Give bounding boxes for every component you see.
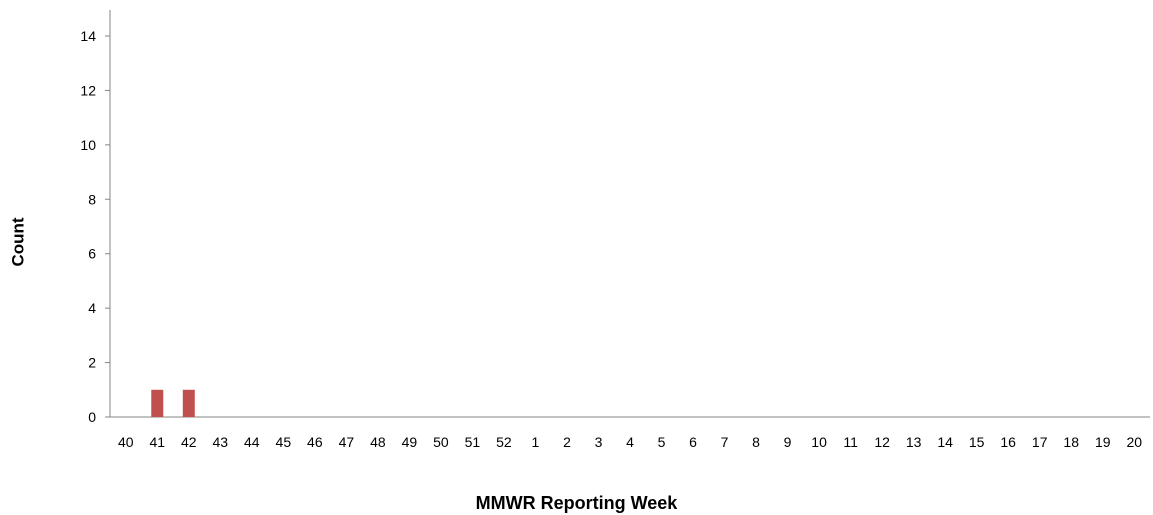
bar-week-41	[151, 389, 164, 417]
x-tick-label: 10	[811, 434, 827, 450]
x-tick-label: 49	[402, 434, 418, 450]
y-tick-label: 10	[80, 137, 96, 153]
x-tick-label: 3	[595, 434, 603, 450]
x-tick-label: 13	[906, 434, 922, 450]
y-tick-label: 4	[88, 300, 96, 316]
x-tick-label: 45	[276, 434, 292, 450]
x-tick-label: 9	[784, 434, 792, 450]
x-tick-label: 2	[563, 434, 571, 450]
x-tick-label: 18	[1063, 434, 1079, 450]
x-tick-label: 42	[181, 434, 197, 450]
x-tick-label: 48	[370, 434, 386, 450]
y-tick-label: 0	[88, 409, 96, 425]
x-tick-label: 40	[118, 434, 134, 450]
x-tick-label: 11	[843, 434, 858, 450]
x-tick-label: 52	[496, 434, 512, 450]
x-tick-label: 51	[465, 434, 481, 450]
x-tick-label: 6	[689, 434, 697, 450]
x-tick-label: 17	[1032, 434, 1048, 450]
y-tick-label: 8	[88, 191, 96, 207]
x-tick-label: 47	[339, 434, 355, 450]
x-tick-label: 43	[213, 434, 229, 450]
bars	[151, 389, 195, 417]
y-tick-label: 14	[80, 28, 96, 44]
y-tick-label: 6	[88, 246, 96, 262]
x-tick-label: 4	[626, 434, 634, 450]
x-tick-label: 14	[937, 434, 953, 450]
x-tick-label: 19	[1095, 434, 1111, 450]
x-tick-label: 50	[433, 434, 449, 450]
x-tick-label: 1	[532, 434, 540, 450]
x-tick-label: 8	[752, 434, 760, 450]
x-tick-label: 41	[149, 434, 165, 450]
bar-week-42	[182, 389, 195, 417]
x-tick-label: 44	[244, 434, 260, 450]
y-tick-label: 2	[88, 355, 96, 371]
y-axis: 0 2 4 6 8 10 12 14	[80, 10, 111, 425]
x-tick-label: 12	[874, 434, 890, 450]
x-tick-label: 16	[1000, 434, 1016, 450]
x-axis: 40 41 42 43 44 45 46 47 48 49 50 51 52 1 2 3 4 5 6 7 8 9 10 11 1…	[110, 416, 1150, 450]
x-tick-label: 20	[1126, 434, 1142, 450]
x-tick-label: 46	[307, 434, 323, 450]
x-tick-label: 5	[658, 434, 666, 450]
x-axis-title: MMWR Reporting Week	[475, 493, 678, 513]
x-tick-label: 15	[969, 434, 985, 450]
y-tick-label: 12	[80, 82, 96, 98]
x-tick-label: 7	[721, 434, 729, 450]
